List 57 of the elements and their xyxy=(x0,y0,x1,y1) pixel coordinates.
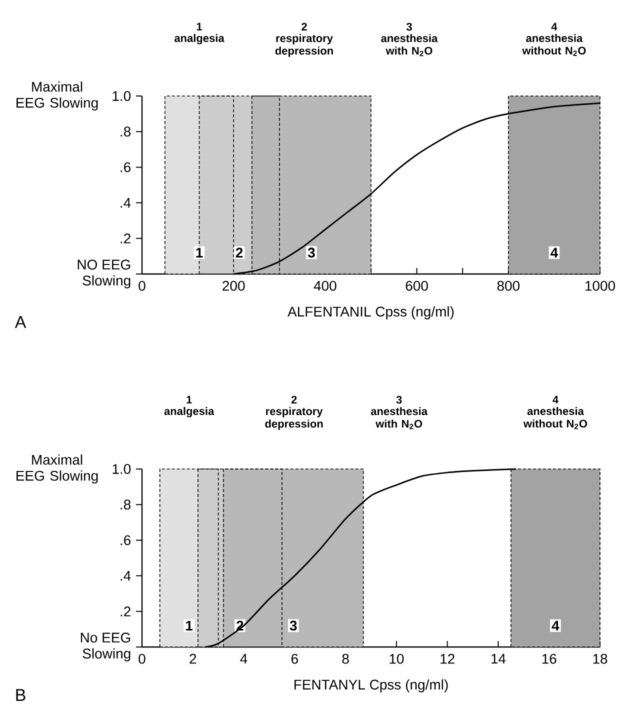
text: analgesia xyxy=(164,406,214,418)
y-tick-label: 1.0 xyxy=(112,91,131,101)
x-tick-label: 12 xyxy=(440,654,454,664)
text: 2 xyxy=(291,396,297,404)
y-tick-label: 1.0 xyxy=(112,464,131,474)
x-tick-label: 0 xyxy=(138,654,146,664)
y-axis-title: Maximal EEG Slowing xyxy=(16,454,98,484)
x-tick-label: 10 xyxy=(390,654,404,664)
x-tick-label: 16 xyxy=(542,654,556,664)
text: 4 xyxy=(551,22,558,30)
x-tick-label: 6 xyxy=(291,654,298,664)
y-tick-label: .6 xyxy=(120,535,131,546)
band-label: 4 xyxy=(552,620,560,630)
text: 1 xyxy=(186,396,192,404)
text: respiratory depression xyxy=(265,407,323,430)
x-tick-label: 600 xyxy=(406,280,428,291)
band-label: 2 xyxy=(236,248,243,258)
x-tick-label: 400 xyxy=(314,280,336,291)
text: anesthesia without N$_{2}$O xyxy=(522,34,586,56)
text: anesthesia without N$_{2}$O xyxy=(523,406,588,430)
x-axis-title: FENTANYL Cpss (ng/ml) xyxy=(294,679,448,692)
y-tick-label: .2 xyxy=(120,606,130,616)
x-tick-label: 200 xyxy=(222,280,245,291)
y-tick-label: NO EEG Slowing xyxy=(78,260,130,288)
text: 1 xyxy=(196,22,202,30)
y-tick-label: .2 xyxy=(120,234,130,244)
text: analgesia xyxy=(174,34,224,44)
band-label: 1 xyxy=(186,620,193,630)
x-axis-title: ALFENTANIL Cpss (ng/ml) xyxy=(288,306,454,320)
y-tick-label: .4 xyxy=(120,198,131,208)
text: anesthesia with N$_{2}$O xyxy=(381,34,438,56)
y-tick-label: .8 xyxy=(120,126,131,137)
band-label: 1 xyxy=(196,248,203,258)
y-tick-label: No EEG Slowing xyxy=(80,632,130,662)
y-axis-title: Maximal EEG Slowing xyxy=(16,81,98,111)
x-tick-label: 14 xyxy=(492,654,506,664)
y-tick-label: .6 xyxy=(120,162,131,172)
text: 3 xyxy=(396,396,402,404)
x-tick-label: 2 xyxy=(190,654,196,664)
text: A xyxy=(14,316,26,328)
text: respiratory depression xyxy=(275,34,333,57)
text: 3 xyxy=(406,22,412,31)
text: B xyxy=(16,689,26,701)
x-tick-label: 800 xyxy=(497,280,520,291)
y-tick-label: .8 xyxy=(120,500,131,510)
text: 4 xyxy=(552,396,558,404)
x-tick-label: 1000 xyxy=(585,280,616,291)
band-label: 4 xyxy=(550,248,558,258)
x-tick-label: 8 xyxy=(342,654,349,664)
band-label: 3 xyxy=(290,620,297,631)
band-label: 3 xyxy=(308,248,315,258)
x-tick-label: 0 xyxy=(138,280,146,291)
x-tick-label: 18 xyxy=(593,654,608,664)
x-tick-label: 4 xyxy=(240,654,248,664)
text: 2 xyxy=(302,22,307,31)
text: anesthesia with N$_{2}$O xyxy=(370,407,428,430)
y-tick-label: .4 xyxy=(120,570,131,581)
